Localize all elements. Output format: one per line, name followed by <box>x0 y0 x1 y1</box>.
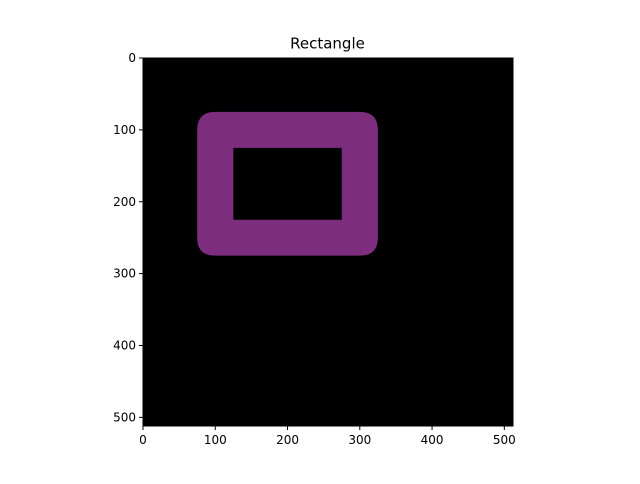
chart-title: Rectangle <box>290 35 365 53</box>
plot-frame <box>142 57 514 427</box>
y-axis: 0 100 200 300 400 500 <box>113 51 143 424</box>
plot-area <box>142 57 514 427</box>
y-tick-label: 300 <box>113 267 136 281</box>
y-tick-label: 200 <box>113 195 136 209</box>
x-tick-label: 200 <box>276 433 299 447</box>
x-tick-label: 0 <box>139 433 147 447</box>
y-tick-label: 0 <box>128 51 136 65</box>
y-tick-label: 500 <box>113 410 136 424</box>
x-axis: 0 100 200 300 400 500 <box>139 426 516 447</box>
y-tick-label: 400 <box>113 339 136 353</box>
x-tick-label: 300 <box>348 433 371 447</box>
x-tick-label: 100 <box>204 433 227 447</box>
rectangle-outline-shape <box>197 111 378 256</box>
x-tick-label: 400 <box>421 433 444 447</box>
x-tick-label: 500 <box>493 433 516 447</box>
y-tick-label: 100 <box>113 123 136 137</box>
